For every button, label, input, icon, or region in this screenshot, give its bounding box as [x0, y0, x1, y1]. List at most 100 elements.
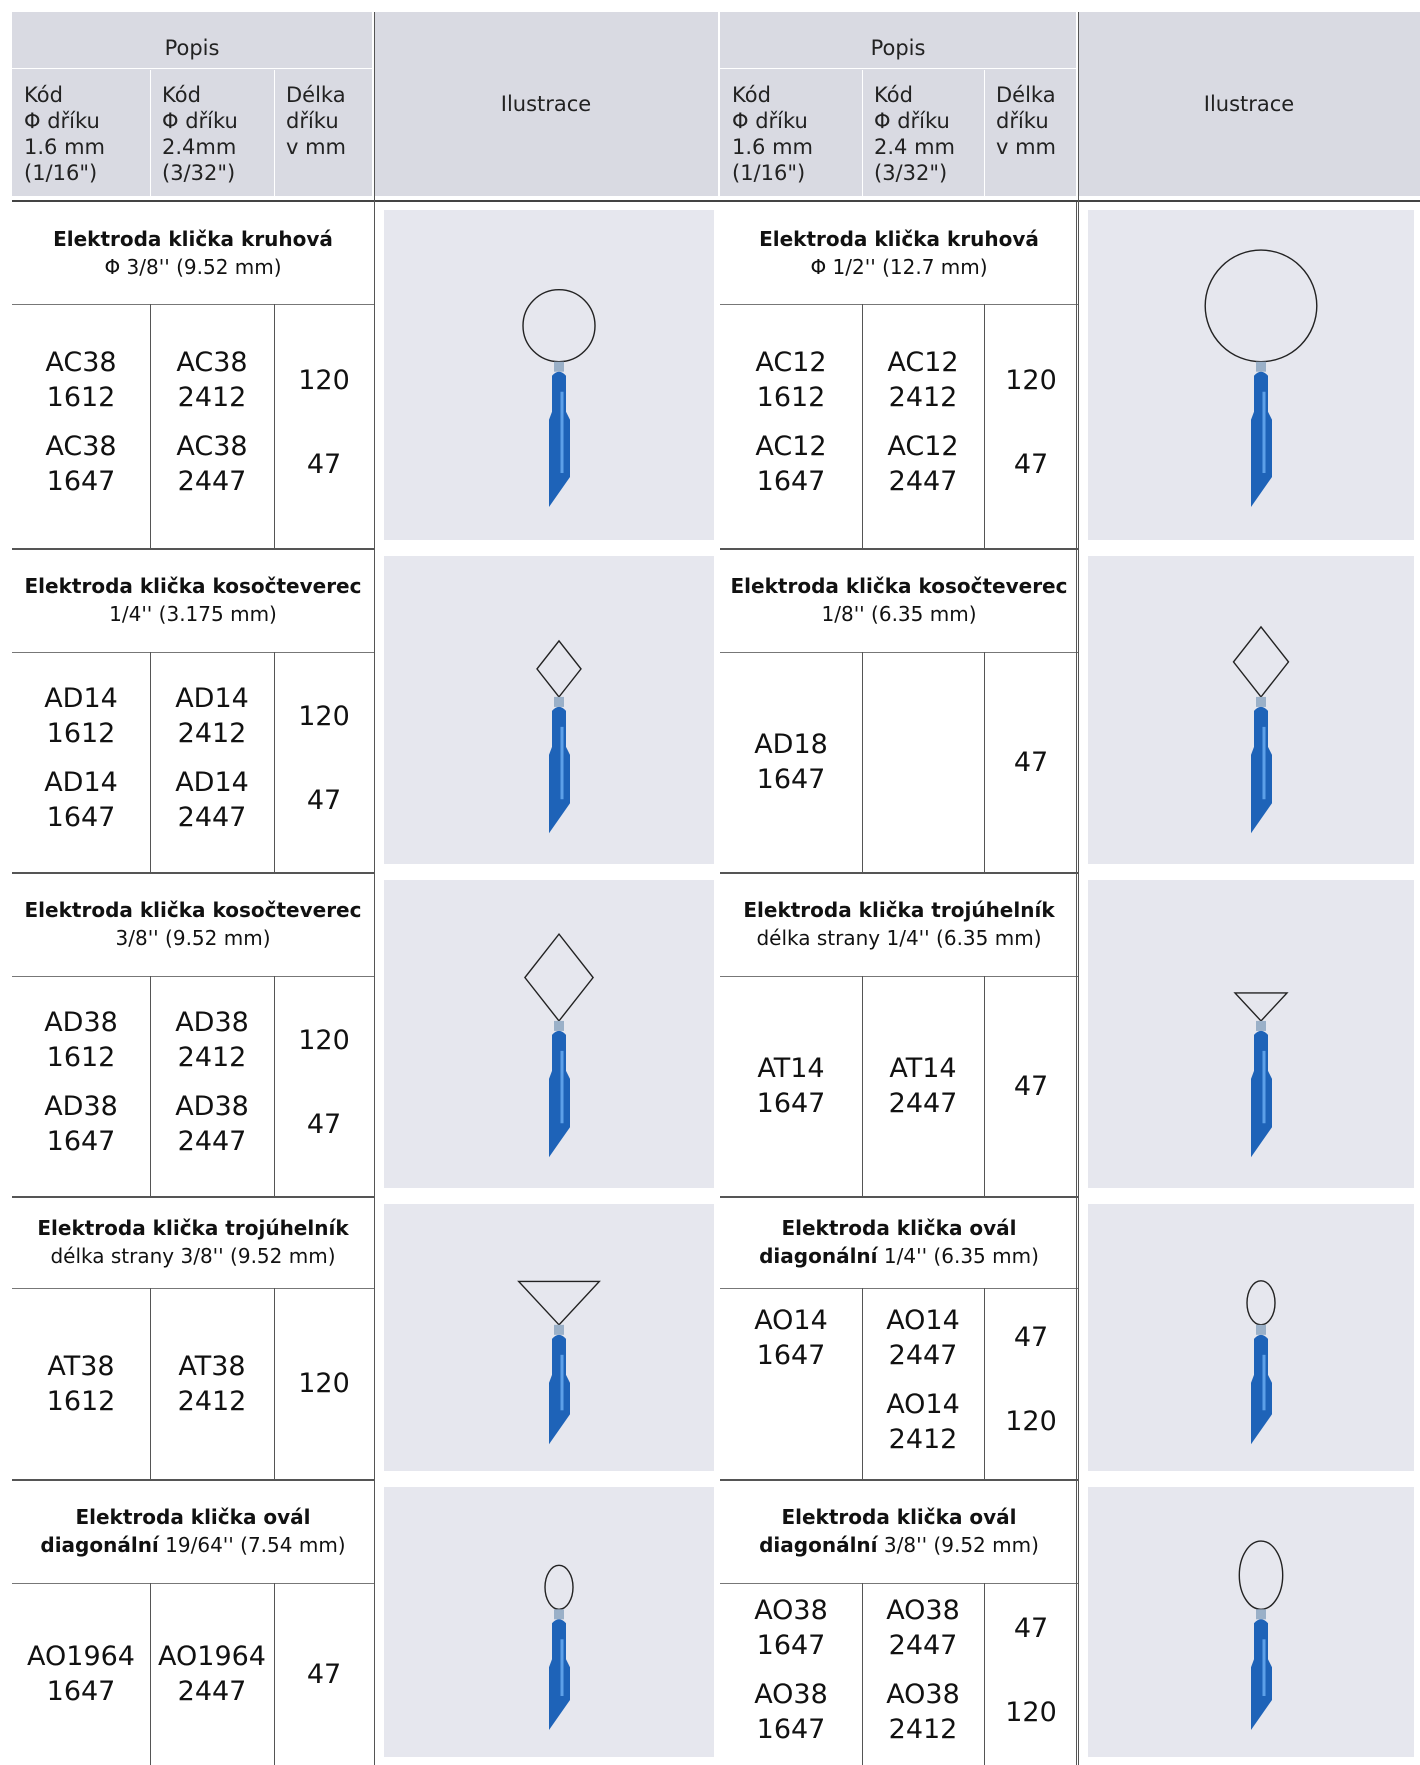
code-line: 2412: [888, 1714, 958, 1745]
code-line: AO14: [754, 1304, 828, 1336]
code-cell-c16: AC12 1647: [720, 422, 862, 506]
length-cell: 47: [984, 652, 1078, 872]
item-subtitle-text: 3/8'' (9.52 mm): [883, 1533, 1039, 1557]
code-line: AO14: [886, 1388, 960, 1420]
code-line: 1647: [756, 1630, 826, 1661]
item-subtitle-bold: diagonální: [759, 1244, 878, 1268]
code-line: 2412: [888, 382, 958, 413]
diamond-loop-icon: [536, 639, 582, 699]
header-subcol-line: dříku: [996, 109, 1049, 133]
item-title-bold: Elektroda klička kosočteverec: [730, 574, 1068, 598]
item-subtitle: délka strany 3/8'' (9.52 mm): [50, 1242, 335, 1270]
electrode-illustration: [1238, 1540, 1284, 1730]
electrode-shaft-icon: [549, 1619, 570, 1730]
electrode-neck: [1256, 1609, 1266, 1620]
code-line: AO38: [754, 1679, 828, 1710]
code-cell-c16: AD14 1612: [12, 674, 150, 758]
code-line: AD38: [44, 1091, 118, 1122]
length-cell: 120: [984, 338, 1078, 422]
section-divider: [1076, 202, 1077, 1765]
header-subcol-line: v mm: [286, 135, 347, 159]
header-divider: [720, 68, 1076, 69]
length-value: 47: [1013, 746, 1049, 778]
header-subcol-line: Délka: [286, 83, 346, 107]
item-title: Elektroda klička kosočteverec: [25, 572, 362, 600]
item-subtitle-text: 1/8'' (6.35 mm): [821, 602, 977, 626]
title-divider: [720, 1288, 1078, 1289]
item-title-bold: Elektroda klička kruhová: [53, 227, 333, 251]
right-item-2-illustration: [1088, 556, 1414, 864]
length-cell: 47: [984, 1586, 1078, 1670]
code-cell-c24: AO1964 2447: [150, 1583, 274, 1765]
section-divider: [374, 12, 375, 1765]
electrode-neck: [554, 1609, 564, 1620]
code-line: 1647: [46, 802, 116, 833]
electrode-illustration: [517, 1280, 601, 1445]
header-ilustrace-label: Ilustrace: [1203, 92, 1295, 116]
header-col-divider: [274, 70, 275, 196]
header-subcol-line: (3/32"): [874, 161, 948, 185]
length-cell: 47: [984, 976, 1078, 1196]
electrode-neck: [554, 1020, 564, 1031]
header-right-subcol-2: Kód Φ dříku 2.4 mm (3/32"): [862, 70, 984, 196]
left-item-4-illustration: [384, 1204, 714, 1471]
length-cell: 47: [984, 422, 1078, 506]
code-line: 1647: [46, 1126, 116, 1157]
header-popis-label: Popis: [164, 36, 220, 60]
right-item-5-title-block: Elektroda klička ovál diagonální 3/8'' (9…: [720, 1479, 1078, 1583]
header-subcol-line: 1.6 mm: [732, 135, 813, 159]
column-divider: [862, 1583, 863, 1765]
code-cell-c24: AC12 2447: [862, 422, 984, 506]
header-right-subcol-1: Kód Φ dříku 1.6 mm (1/16"): [720, 70, 862, 196]
electrode-illustration: [1246, 1280, 1276, 1445]
item-title: Elektroda klička ovál: [781, 1503, 1016, 1531]
code-line: 2412: [177, 1385, 247, 1417]
length-value: 47: [306, 1108, 342, 1140]
right-item-4-title-block: Elektroda klička ovál diagonální 1/4'' (6…: [720, 1196, 1078, 1288]
electrode-illustration: [536, 639, 582, 834]
electrode-illustration: [1204, 249, 1318, 507]
item-title: Elektroda klička ovál: [781, 1214, 1016, 1242]
row-divider: [720, 1479, 1078, 1481]
row-divider: [720, 548, 1078, 550]
column-divider: [274, 1583, 275, 1765]
column-divider: [984, 652, 985, 872]
code-line: 2412: [888, 1423, 958, 1455]
code-cell-c24: AC38 2412: [150, 338, 274, 422]
code-line: AC38: [45, 347, 117, 378]
length-value: 120: [298, 1368, 350, 1399]
code-line: AD14: [44, 683, 118, 714]
code-line: 2447: [177, 1126, 247, 1157]
item-title-bold: Elektroda klička kosočteverec: [24, 898, 362, 922]
item-subtitle-text: délka strany 1/4'' (6.35 mm): [756, 926, 1042, 950]
item-subtitle: délka strany 1/4'' (6.35 mm): [756, 924, 1041, 952]
code-line: AD38: [175, 1007, 249, 1038]
electrode-illustration: [524, 932, 594, 1158]
code-line: AC12: [755, 431, 827, 462]
header-right-ilustrace-bg: [1078, 12, 1420, 196]
electrode-illustration: [544, 1564, 574, 1730]
length-value: 47: [1013, 1070, 1049, 1102]
code-cell-c16: AC38 1647: [12, 422, 150, 506]
code-cell-c24: AT38 2412: [150, 1288, 274, 1479]
title-divider: [12, 1288, 374, 1289]
item-subtitle: diagonální 3/8'' (9.52 mm): [759, 1531, 1039, 1559]
header-subcol-line: Φ dříku: [732, 109, 808, 133]
column-divider: [150, 1583, 151, 1765]
electrode-shaft-icon: [1251, 1619, 1272, 1730]
length-value: 120: [298, 1024, 350, 1056]
length-value: 47: [1013, 1612, 1049, 1644]
oval-loop-icon: [1238, 1540, 1284, 1610]
header-subcol-line: v mm: [996, 135, 1057, 159]
code-cell-c24: AD38 2447: [150, 1082, 274, 1166]
header-subcol-line: Φ dříku: [874, 109, 950, 133]
column-divider: [274, 1288, 275, 1479]
length-cell: 120: [274, 338, 374, 422]
code-line: AC38: [45, 431, 117, 462]
electrode-neck: [1256, 1324, 1266, 1335]
code-line: 1612: [46, 382, 116, 413]
length-value: 47: [1013, 448, 1049, 480]
header-col-divider: [150, 70, 151, 196]
length-cell: 120: [984, 1380, 1078, 1464]
